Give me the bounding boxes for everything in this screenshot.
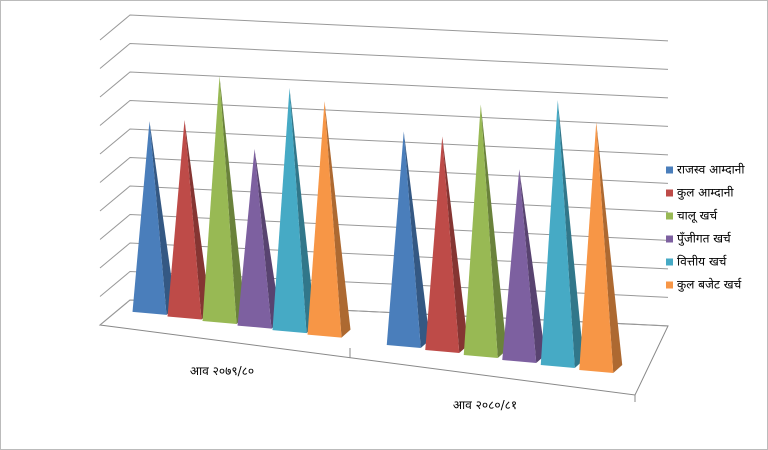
pyramid xyxy=(386,131,421,348)
pyramid xyxy=(237,149,272,329)
pyramid-side xyxy=(289,88,316,334)
legend-swatch xyxy=(666,166,673,174)
grid-line xyxy=(99,14,669,42)
legend-label: कुल आम्दानी xyxy=(677,186,734,201)
pyramid-side xyxy=(324,101,351,338)
pyramid-side xyxy=(596,122,623,374)
pyramid-side xyxy=(480,104,507,358)
legend-label: पुँजीगत खर्च xyxy=(677,232,732,247)
pyramid-side xyxy=(519,169,546,364)
legend-label: राजस्व आम्दानी xyxy=(677,163,745,177)
pyramid xyxy=(579,122,614,374)
pyramid xyxy=(167,119,202,320)
pyramid xyxy=(132,121,167,315)
grid-line xyxy=(99,156,669,184)
legend-swatch xyxy=(666,235,673,243)
pyramid-side xyxy=(149,121,176,315)
pyramid-side xyxy=(442,136,469,353)
grid-line xyxy=(99,128,669,156)
pyramid xyxy=(540,100,575,369)
pyramid xyxy=(307,101,342,338)
pyramid xyxy=(202,76,237,325)
grid-line xyxy=(99,71,669,99)
x-tick-label: आव २०८०/८१ xyxy=(453,398,517,412)
legend-label: वित्तीय खर्च xyxy=(677,255,727,269)
legend-label: चालू खर्च xyxy=(677,209,718,224)
pyramid-side xyxy=(557,100,584,369)
pyramid xyxy=(272,88,307,334)
grid-line xyxy=(99,42,669,70)
legend-swatch xyxy=(666,189,673,197)
pyramid-side xyxy=(184,119,211,320)
grid-line xyxy=(99,99,669,127)
pyramid-side xyxy=(254,149,281,329)
legend-swatch xyxy=(666,212,673,220)
legend-swatch xyxy=(666,281,673,289)
x-tick-label: आव २०७९/८० xyxy=(190,364,254,378)
pyramid xyxy=(463,104,498,358)
pyramid-side xyxy=(403,131,430,348)
legend-swatch xyxy=(666,258,673,266)
pyramid xyxy=(425,136,460,353)
legend-label: कुल बजेट खर्च xyxy=(677,278,742,293)
pyramid-side xyxy=(219,76,246,325)
pyramid xyxy=(502,169,537,364)
